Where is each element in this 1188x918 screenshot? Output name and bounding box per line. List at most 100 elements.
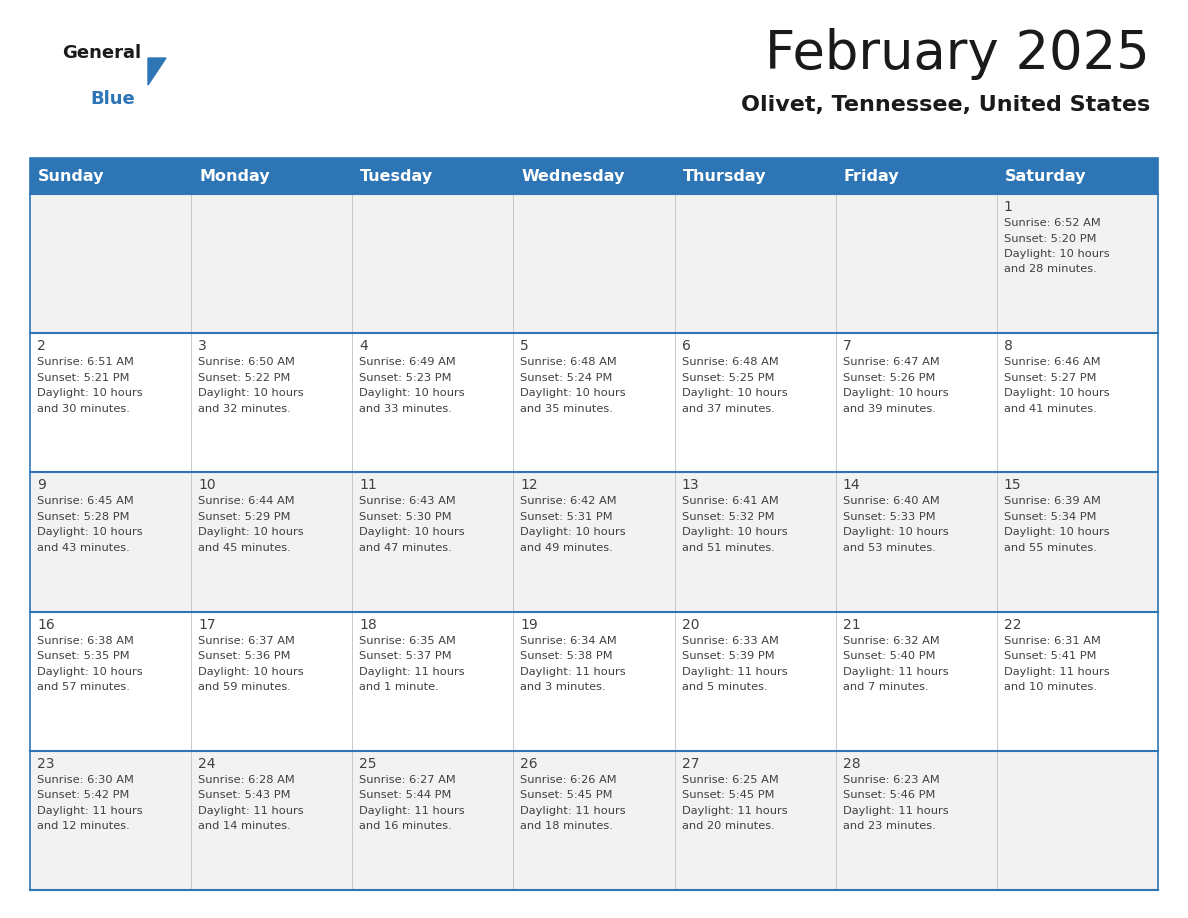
Text: Sunset: 5:38 PM: Sunset: 5:38 PM <box>520 651 613 661</box>
Text: Sunrise: 6:28 AM: Sunrise: 6:28 AM <box>198 775 295 785</box>
Text: Sunset: 5:28 PM: Sunset: 5:28 PM <box>37 512 129 522</box>
Text: Daylight: 10 hours: Daylight: 10 hours <box>520 388 626 398</box>
Text: Tuesday: Tuesday <box>360 169 434 184</box>
Text: 21: 21 <box>842 618 860 632</box>
Text: Sunrise: 6:42 AM: Sunrise: 6:42 AM <box>520 497 617 507</box>
Text: 12: 12 <box>520 478 538 492</box>
Text: Daylight: 10 hours: Daylight: 10 hours <box>37 388 143 398</box>
Text: Sunset: 5:46 PM: Sunset: 5:46 PM <box>842 790 935 800</box>
Text: February 2025: February 2025 <box>765 28 1150 80</box>
Text: Sunset: 5:40 PM: Sunset: 5:40 PM <box>842 651 935 661</box>
Text: 20: 20 <box>682 618 699 632</box>
Text: Sunrise: 6:31 AM: Sunrise: 6:31 AM <box>1004 635 1101 645</box>
Text: Sunrise: 6:40 AM: Sunrise: 6:40 AM <box>842 497 940 507</box>
Text: Sunset: 5:26 PM: Sunset: 5:26 PM <box>842 373 935 383</box>
Polygon shape <box>148 58 166 85</box>
Text: Daylight: 10 hours: Daylight: 10 hours <box>198 528 304 537</box>
Text: 9: 9 <box>37 478 46 492</box>
Bar <box>30 611 1158 751</box>
Text: 16: 16 <box>37 618 55 632</box>
Text: and 59 minutes.: and 59 minutes. <box>198 682 291 692</box>
Text: 5: 5 <box>520 339 529 353</box>
Text: and 18 minutes.: and 18 minutes. <box>520 822 613 832</box>
Text: and 41 minutes.: and 41 minutes. <box>1004 404 1097 414</box>
Bar <box>675 158 835 194</box>
Text: Daylight: 11 hours: Daylight: 11 hours <box>682 666 788 677</box>
Text: 19: 19 <box>520 618 538 632</box>
Text: 26: 26 <box>520 756 538 771</box>
Text: Sunrise: 6:45 AM: Sunrise: 6:45 AM <box>37 497 134 507</box>
Text: 27: 27 <box>682 756 699 771</box>
Text: and 37 minutes.: and 37 minutes. <box>682 404 775 414</box>
Text: Daylight: 11 hours: Daylight: 11 hours <box>1004 666 1110 677</box>
Text: Sunset: 5:21 PM: Sunset: 5:21 PM <box>37 373 129 383</box>
Text: 24: 24 <box>198 756 216 771</box>
Text: 18: 18 <box>359 618 377 632</box>
Text: Sunrise: 6:46 AM: Sunrise: 6:46 AM <box>1004 357 1100 367</box>
Text: and 32 minutes.: and 32 minutes. <box>198 404 291 414</box>
Text: and 10 minutes.: and 10 minutes. <box>1004 682 1097 692</box>
Text: and 53 minutes.: and 53 minutes. <box>842 543 936 553</box>
Text: 22: 22 <box>1004 618 1022 632</box>
Text: and 5 minutes.: and 5 minutes. <box>682 682 767 692</box>
Text: Sunday: Sunday <box>38 169 105 184</box>
Text: and 30 minutes.: and 30 minutes. <box>37 404 129 414</box>
Text: 7: 7 <box>842 339 852 353</box>
Text: Sunrise: 6:34 AM: Sunrise: 6:34 AM <box>520 635 618 645</box>
Text: Daylight: 11 hours: Daylight: 11 hours <box>359 806 465 816</box>
Text: Sunrise: 6:43 AM: Sunrise: 6:43 AM <box>359 497 456 507</box>
Text: Olivet, Tennessee, United States: Olivet, Tennessee, United States <box>741 95 1150 115</box>
Bar <box>30 194 1158 333</box>
Text: Daylight: 11 hours: Daylight: 11 hours <box>682 806 788 816</box>
Bar <box>30 473 1158 611</box>
Text: and 20 minutes.: and 20 minutes. <box>682 822 775 832</box>
Text: 8: 8 <box>1004 339 1012 353</box>
Text: and 51 minutes.: and 51 minutes. <box>682 543 775 553</box>
Text: Daylight: 10 hours: Daylight: 10 hours <box>1004 388 1110 398</box>
Text: 17: 17 <box>198 618 216 632</box>
Text: Sunrise: 6:37 AM: Sunrise: 6:37 AM <box>198 635 295 645</box>
Text: 6: 6 <box>682 339 690 353</box>
Text: Sunset: 5:23 PM: Sunset: 5:23 PM <box>359 373 451 383</box>
Text: Daylight: 10 hours: Daylight: 10 hours <box>359 528 465 537</box>
Text: Sunset: 5:25 PM: Sunset: 5:25 PM <box>682 373 775 383</box>
Text: Sunrise: 6:48 AM: Sunrise: 6:48 AM <box>682 357 778 367</box>
Text: Sunrise: 6:44 AM: Sunrise: 6:44 AM <box>198 497 295 507</box>
Text: Sunrise: 6:49 AM: Sunrise: 6:49 AM <box>359 357 456 367</box>
Text: and 14 minutes.: and 14 minutes. <box>198 822 291 832</box>
Text: Daylight: 10 hours: Daylight: 10 hours <box>520 528 626 537</box>
Text: Daylight: 10 hours: Daylight: 10 hours <box>359 388 465 398</box>
Text: Saturday: Saturday <box>1005 169 1086 184</box>
Text: Daylight: 11 hours: Daylight: 11 hours <box>842 666 948 677</box>
Text: Sunset: 5:39 PM: Sunset: 5:39 PM <box>682 651 775 661</box>
Text: and 1 minute.: and 1 minute. <box>359 682 440 692</box>
Text: 14: 14 <box>842 478 860 492</box>
Text: Sunset: 5:44 PM: Sunset: 5:44 PM <box>359 790 451 800</box>
Bar <box>30 158 1158 890</box>
Text: and 45 minutes.: and 45 minutes. <box>198 543 291 553</box>
Text: Daylight: 10 hours: Daylight: 10 hours <box>198 666 304 677</box>
Text: Daylight: 10 hours: Daylight: 10 hours <box>682 528 788 537</box>
Bar <box>353 158 513 194</box>
Text: and 55 minutes.: and 55 minutes. <box>1004 543 1097 553</box>
Text: Friday: Friday <box>843 169 899 184</box>
Text: 28: 28 <box>842 756 860 771</box>
Text: Daylight: 11 hours: Daylight: 11 hours <box>198 806 304 816</box>
Text: Daylight: 10 hours: Daylight: 10 hours <box>37 528 143 537</box>
Text: 3: 3 <box>198 339 207 353</box>
Text: Sunrise: 6:25 AM: Sunrise: 6:25 AM <box>682 775 778 785</box>
Text: Daylight: 11 hours: Daylight: 11 hours <box>842 806 948 816</box>
Text: and 23 minutes.: and 23 minutes. <box>842 822 935 832</box>
Text: Sunrise: 6:35 AM: Sunrise: 6:35 AM <box>359 635 456 645</box>
Text: Sunrise: 6:30 AM: Sunrise: 6:30 AM <box>37 775 134 785</box>
Text: 13: 13 <box>682 478 700 492</box>
Bar <box>30 333 1158 473</box>
Text: Sunrise: 6:50 AM: Sunrise: 6:50 AM <box>198 357 295 367</box>
Text: and 43 minutes.: and 43 minutes. <box>37 543 129 553</box>
Text: 2: 2 <box>37 339 46 353</box>
Text: Sunset: 5:29 PM: Sunset: 5:29 PM <box>198 512 291 522</box>
Text: Sunset: 5:32 PM: Sunset: 5:32 PM <box>682 512 775 522</box>
Bar <box>191 158 353 194</box>
Bar <box>513 158 675 194</box>
Text: Sunset: 5:22 PM: Sunset: 5:22 PM <box>198 373 291 383</box>
